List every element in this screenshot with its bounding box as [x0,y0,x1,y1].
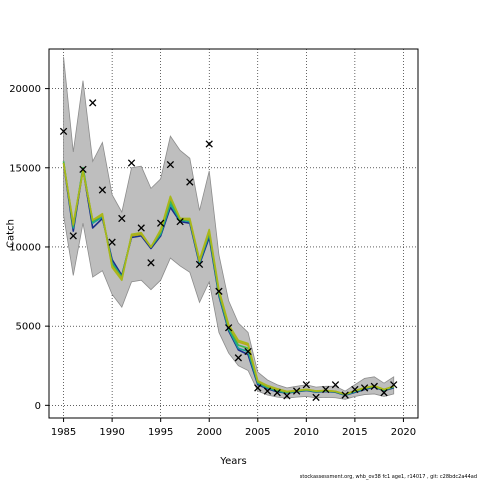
observed-point [195,260,204,269]
x-tick-label: 2015 [342,427,367,438]
confidence-band-area [63,56,395,400]
observed-point-stroke [137,224,145,232]
x-tick-label: 1990 [99,427,124,438]
observed-point-stroke [322,385,330,394]
x-tick-label: 1995 [148,427,173,438]
x-axis-label: Years [219,456,246,467]
y-tick-label: 10000 [9,242,41,253]
observed-point-stroke [312,393,320,402]
observed-point-stroke [166,160,175,169]
observed-point [292,387,301,395]
observed-point-stroke [302,381,310,389]
observed-point [127,159,136,167]
y-tick-label: 5000 [16,322,41,333]
x-tick-label: 2020 [391,427,416,438]
observed-point-stroke [351,385,359,394]
observed-point-stroke [59,127,68,136]
observed-point-stroke [127,159,136,167]
observed-point-stroke [341,391,349,399]
observed-point [273,389,281,397]
observed-point-stroke [360,384,369,392]
observed-point [224,324,233,332]
observed-point [157,219,165,227]
observed-point [89,99,97,107]
observed-point-stroke [254,384,262,392]
observed-point-stroke [263,387,272,395]
observed-point [341,391,349,399]
observed-point [351,385,359,394]
observed-point-stroke [205,140,213,148]
observed-point [322,385,330,394]
observed-point [390,381,398,389]
x-tick-label: 1985 [51,427,76,438]
x-tick-label: 2000 [196,427,221,438]
observed-point-stroke [224,324,233,332]
observed-point [59,127,68,136]
observed-point [215,287,223,295]
y-tick-label: 15000 [9,163,41,174]
observed-point-stroke [147,259,155,267]
x-tick-label: 2010 [294,427,319,438]
series-line [62,162,394,396]
observed-point-stroke [331,381,340,389]
plot-frame [48,48,419,419]
observed-point [69,232,77,240]
observed-point [360,384,369,392]
observed-points [59,99,398,402]
observed-point [244,347,252,356]
observed-point [254,384,262,392]
observed-point [176,217,184,226]
observed-point [234,354,243,362]
x-tick-label: 2005 [245,427,270,438]
observed-point-stroke [69,232,77,240]
observed-point [137,224,145,232]
observed-point [108,238,116,246]
observed-point [118,214,126,223]
axis-ticks: 1985 1990 1995 2000 2005 2010 2015 2020 0 5000 100… [9,84,416,438]
observed-point [263,387,272,395]
observed-point-stroke [195,260,204,269]
observed-point [312,393,320,402]
observed-point [205,140,213,148]
observed-point [380,389,388,397]
observed-point [331,381,340,389]
observed-point-stroke [390,381,398,389]
observed-point-stroke [370,382,378,390]
observed-point-stroke [215,287,223,295]
observed-point-stroke [176,217,184,226]
observed-point [166,160,175,169]
observed-point [186,178,194,186]
observed-point [283,392,291,400]
y-axis-label: Catch [6,219,17,248]
observed-point-stroke [118,214,126,223]
observed-point-stroke [79,165,87,174]
confidence-band [63,56,395,400]
observed-point [79,165,87,174]
observed-point [98,186,107,194]
observed-point-stroke [89,99,97,107]
observed-point-stroke [186,178,194,186]
observed-point-stroke [108,238,116,246]
observed-point-stroke [157,219,165,227]
y-tick-label: 0 [35,401,41,412]
observed-point-stroke [292,387,301,395]
observed-point [302,381,310,389]
observed-point [147,259,155,267]
observed-point-stroke [234,354,243,362]
observed-point-stroke [283,392,291,400]
footnote: stockassessment.org, whb_ov38 fc1 age1, … [300,474,477,480]
observed-point-stroke [98,186,107,194]
observed-point-stroke [380,389,388,397]
observed-point-stroke [244,347,252,356]
observed-point-stroke [273,389,281,397]
y-tick-label: 20000 [9,84,41,95]
observed-point [370,382,378,390]
